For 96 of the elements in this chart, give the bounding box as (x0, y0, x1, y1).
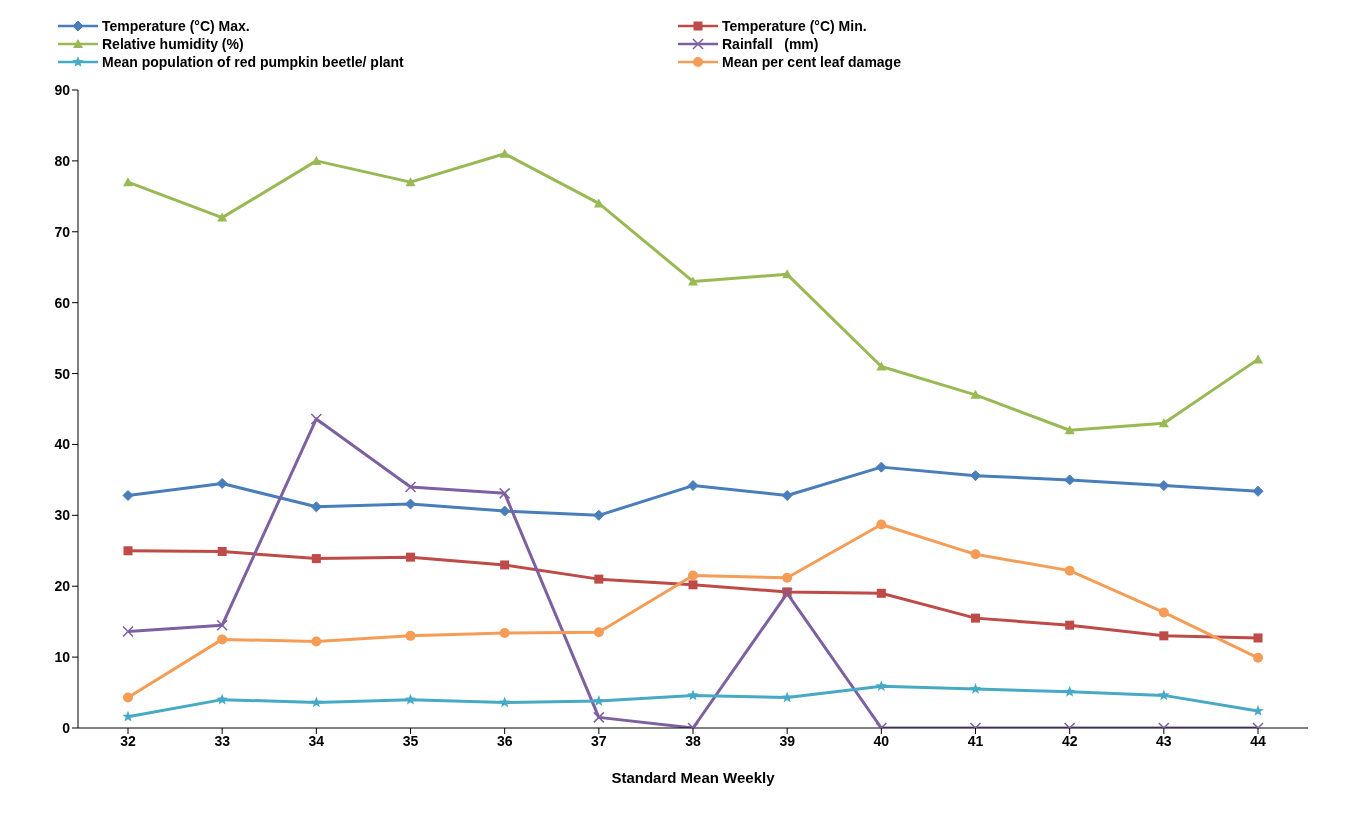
x-tick-label: 39 (779, 732, 796, 749)
point (499, 148, 510, 158)
point (216, 477, 228, 489)
point (498, 696, 511, 708)
point (875, 680, 888, 692)
point (217, 212, 228, 222)
point (406, 552, 415, 562)
legend-label: Relative humidity (%) (102, 36, 244, 52)
point (123, 546, 133, 556)
point (782, 572, 793, 583)
point (123, 692, 133, 703)
point (499, 628, 510, 639)
point (876, 588, 886, 598)
point (311, 155, 322, 165)
legend-label: Temperature (°C) Max. (102, 18, 250, 34)
x-axis-title: Standard Mean Weekly (611, 769, 776, 786)
x-tick-label: 34 (308, 732, 325, 749)
point (1159, 631, 1169, 641)
y-tick-label: 30 (54, 507, 71, 524)
point (593, 509, 605, 521)
y-tick-label: 50 (54, 365, 71, 382)
x-tick-label: 43 (1156, 732, 1172, 749)
point (971, 613, 980, 623)
point (1158, 689, 1170, 701)
x-tick-label: 32 (120, 732, 136, 749)
point (1065, 620, 1075, 630)
point (310, 501, 322, 513)
point (216, 693, 228, 705)
y-tick-label: 10 (54, 649, 71, 666)
point (1064, 565, 1075, 576)
point (593, 695, 605, 706)
y-tick-label: 90 (54, 81, 71, 98)
point (688, 580, 698, 590)
point (404, 693, 417, 705)
point (594, 574, 604, 584)
point (122, 489, 134, 501)
point (1253, 652, 1263, 663)
legend-label: Mean population of red pumpkin beetle/ plant (102, 54, 404, 70)
point (1253, 633, 1263, 643)
point (970, 470, 981, 482)
legend-label: Temperature (°C) Min. (722, 18, 867, 34)
y-tick-label: 80 (54, 152, 71, 169)
point (216, 619, 228, 631)
point (781, 489, 793, 501)
point (876, 519, 887, 530)
point (1253, 354, 1263, 364)
point (310, 413, 323, 425)
point (687, 689, 699, 701)
point (311, 554, 321, 564)
point (593, 627, 604, 638)
point (405, 498, 416, 510)
legend-label: Rainfall (mm) (722, 36, 819, 52)
point (1063, 685, 1076, 697)
y-tick-label: 60 (54, 294, 71, 311)
point (970, 389, 981, 399)
x-tick-label: 41 (967, 732, 984, 749)
x-tick-label: 40 (873, 732, 890, 749)
point (122, 710, 134, 722)
point (688, 276, 698, 286)
point (123, 177, 133, 187)
point (311, 636, 322, 647)
point (500, 560, 510, 570)
point (405, 177, 416, 187)
point (688, 570, 698, 581)
point (405, 630, 416, 641)
legend-label: Mean per cent leaf damage (722, 54, 901, 70)
y-tick-label: 40 (54, 436, 71, 453)
x-tick-label: 42 (1061, 732, 1078, 749)
point (687, 480, 699, 492)
point (1064, 425, 1075, 435)
x-tick-label: 37 (591, 732, 607, 749)
y-tick-label: 70 (54, 223, 71, 240)
x-tick-label: 44 (1250, 732, 1266, 749)
x-tick-label: 38 (685, 732, 701, 749)
y-tick-label: 0 (62, 719, 71, 736)
point (498, 487, 511, 500)
point (1158, 480, 1170, 492)
x-tick-label: 33 (214, 732, 231, 749)
point (781, 691, 793, 703)
point (217, 546, 227, 556)
point (404, 481, 417, 493)
point (593, 711, 605, 724)
point (122, 625, 134, 638)
x-tick-label: 36 (496, 732, 513, 749)
y-tick-label: 20 (54, 578, 71, 595)
point (970, 549, 981, 560)
x-tick-label: 35 (402, 732, 419, 749)
point (875, 461, 887, 473)
point (1158, 607, 1169, 618)
point (593, 198, 604, 208)
point (1252, 485, 1264, 497)
point (782, 269, 793, 279)
point (217, 634, 228, 645)
point (969, 683, 982, 694)
point (1158, 418, 1169, 428)
point (310, 696, 323, 708)
